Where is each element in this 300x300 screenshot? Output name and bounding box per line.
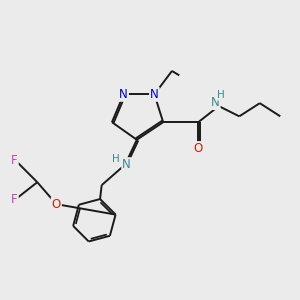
Text: O: O xyxy=(52,198,61,211)
Text: F: F xyxy=(11,154,18,167)
Text: O: O xyxy=(194,142,203,155)
Text: N: N xyxy=(150,88,159,101)
Text: N: N xyxy=(211,96,220,109)
Text: N: N xyxy=(119,88,128,101)
Text: F: F xyxy=(11,193,18,206)
Text: H: H xyxy=(217,90,225,100)
Text: N: N xyxy=(122,158,131,171)
Text: H: H xyxy=(112,154,120,164)
